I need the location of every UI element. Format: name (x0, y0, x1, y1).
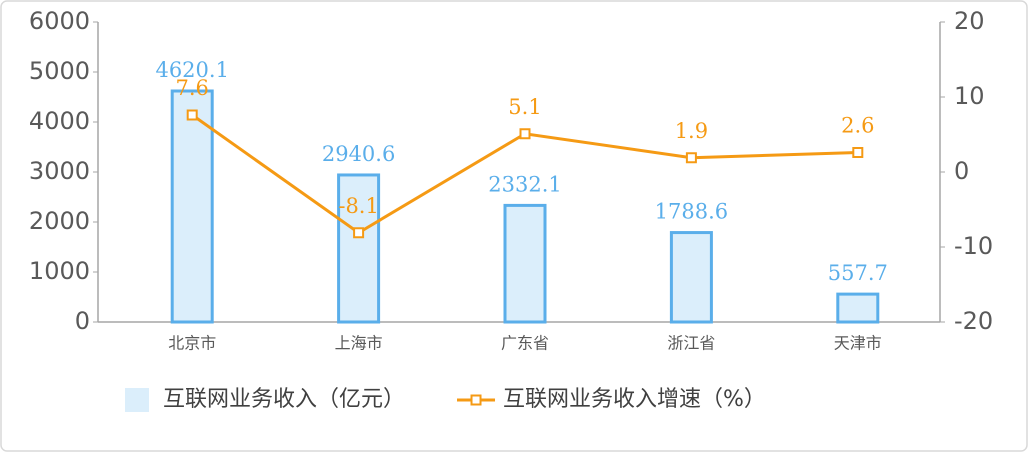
line-marker (519, 128, 531, 140)
bar-value-label: 4620.1 (155, 58, 228, 82)
bar-value-label: 557.7 (828, 261, 888, 285)
line-value-label: 2.6 (841, 114, 874, 138)
y2-tick-label: 10 (954, 82, 985, 110)
x-tick-label: 天津市 (834, 334, 882, 353)
y2-tick-label: 0 (954, 157, 969, 185)
bar (337, 173, 381, 324)
y-tick-label: 2000 (29, 207, 90, 235)
y-tick-label: 6000 (29, 7, 90, 35)
y2-tick-label: -20 (954, 307, 993, 335)
y-tick-label: 3000 (29, 157, 90, 185)
line-value-label: -8.1 (338, 194, 379, 218)
legend-swatch (125, 388, 149, 412)
bar (836, 292, 880, 324)
bar-value-label: 1788.6 (655, 200, 728, 224)
x-tick-label: 广东省 (501, 334, 549, 353)
y-tick-label: 0 (75, 307, 90, 335)
bar (669, 231, 713, 324)
x-tick-label: 上海市 (335, 334, 383, 353)
y2-tick-label: -10 (954, 232, 993, 260)
x-tick-label: 北京市 (168, 334, 216, 353)
line-value-label: 5.1 (508, 95, 541, 119)
y2-tick-label: 20 (954, 7, 985, 35)
legend-label: 互联网业务收入（亿元） (163, 387, 405, 412)
line-marker (852, 147, 864, 158)
bar-value-label: 2332.1 (488, 172, 561, 196)
legend-label: 互联网业务收入增速（%） (503, 387, 766, 412)
line-marker (685, 152, 697, 164)
y-tick-label: 4000 (29, 107, 90, 135)
line-marker (353, 227, 365, 239)
line-marker (186, 109, 198, 121)
legend-swatch (470, 394, 482, 406)
y-tick-label: 1000 (29, 257, 90, 285)
y-tick-label: 5000 (29, 57, 90, 85)
x-tick-label: 浙江省 (667, 334, 715, 353)
bar (170, 89, 214, 324)
line-value-label: 7.6 (175, 76, 208, 100)
line-value-label: 1.9 (675, 119, 708, 143)
bar-value-label: 2940.6 (322, 142, 395, 166)
bar (503, 203, 547, 324)
